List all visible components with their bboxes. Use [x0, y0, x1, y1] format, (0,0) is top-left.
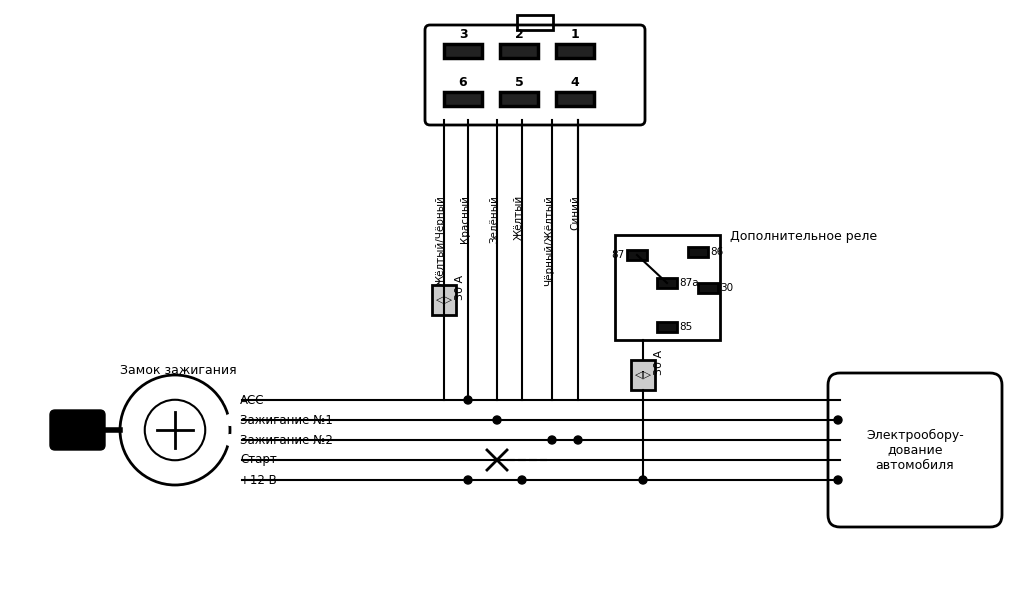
- Text: 30 А: 30 А: [455, 275, 465, 300]
- Text: ◁▷: ◁▷: [635, 370, 651, 380]
- Circle shape: [548, 436, 556, 444]
- Text: 30: 30: [720, 283, 733, 293]
- Text: 5: 5: [515, 76, 523, 89]
- Text: 85: 85: [679, 322, 692, 332]
- Text: Электрообору-
дование
автомобиля: Электрообору- дование автомобиля: [866, 428, 964, 472]
- Bar: [657, 278, 677, 288]
- Text: Зажигание №2: Зажигание №2: [240, 434, 333, 446]
- FancyBboxPatch shape: [50, 410, 105, 450]
- Bar: [500, 92, 538, 106]
- Bar: [657, 322, 677, 332]
- Circle shape: [225, 395, 234, 405]
- Text: 87a: 87a: [679, 278, 698, 288]
- Circle shape: [834, 476, 842, 484]
- Circle shape: [518, 476, 526, 484]
- Text: 30 А: 30 А: [654, 350, 664, 375]
- Bar: [444, 44, 482, 58]
- Bar: [432, 285, 456, 315]
- Circle shape: [464, 396, 472, 404]
- Bar: [517, 15, 553, 30]
- Circle shape: [225, 415, 234, 425]
- Text: Жёлтый/Чёрный: Жёлтый/Чёрный: [436, 195, 446, 286]
- Bar: [627, 250, 647, 260]
- Circle shape: [493, 416, 501, 424]
- Text: 87: 87: [611, 250, 625, 260]
- Text: Красный: Красный: [460, 195, 470, 243]
- Text: Зажигание №1: Зажигание №1: [240, 414, 333, 427]
- Bar: [500, 44, 538, 58]
- Text: Чёрный/Жёлтый: Чёрный/Жёлтый: [544, 195, 554, 286]
- Circle shape: [464, 476, 472, 484]
- Text: Старт: Старт: [240, 453, 276, 466]
- Text: ◁▷: ◁▷: [435, 295, 453, 305]
- Bar: [631, 360, 655, 390]
- Bar: [688, 247, 708, 257]
- Text: 3: 3: [459, 28, 467, 41]
- Text: 6: 6: [459, 76, 467, 89]
- Bar: [615, 235, 720, 340]
- Text: Дополнительное реле: Дополнительное реле: [730, 230, 878, 243]
- FancyBboxPatch shape: [828, 373, 1002, 527]
- Circle shape: [639, 476, 647, 484]
- Text: Синий: Синий: [570, 195, 580, 230]
- Text: Жёлтый: Жёлтый: [514, 195, 524, 240]
- Text: 1: 1: [570, 28, 580, 41]
- Text: АСС: АСС: [240, 393, 264, 406]
- Circle shape: [225, 475, 234, 485]
- Circle shape: [834, 416, 842, 424]
- Text: +12 В: +12 В: [240, 474, 276, 487]
- Text: Замок зажигания: Замок зажигания: [120, 364, 237, 377]
- Text: 4: 4: [570, 76, 580, 89]
- Bar: [556, 92, 594, 106]
- Circle shape: [225, 455, 234, 465]
- Bar: [698, 283, 718, 293]
- Bar: [556, 44, 594, 58]
- Bar: [444, 92, 482, 106]
- Circle shape: [574, 436, 582, 444]
- Text: 2: 2: [515, 28, 523, 41]
- Circle shape: [225, 435, 234, 445]
- Text: Зелёный: Зелёный: [489, 195, 499, 243]
- Text: 86: 86: [710, 247, 723, 257]
- FancyBboxPatch shape: [425, 25, 645, 125]
